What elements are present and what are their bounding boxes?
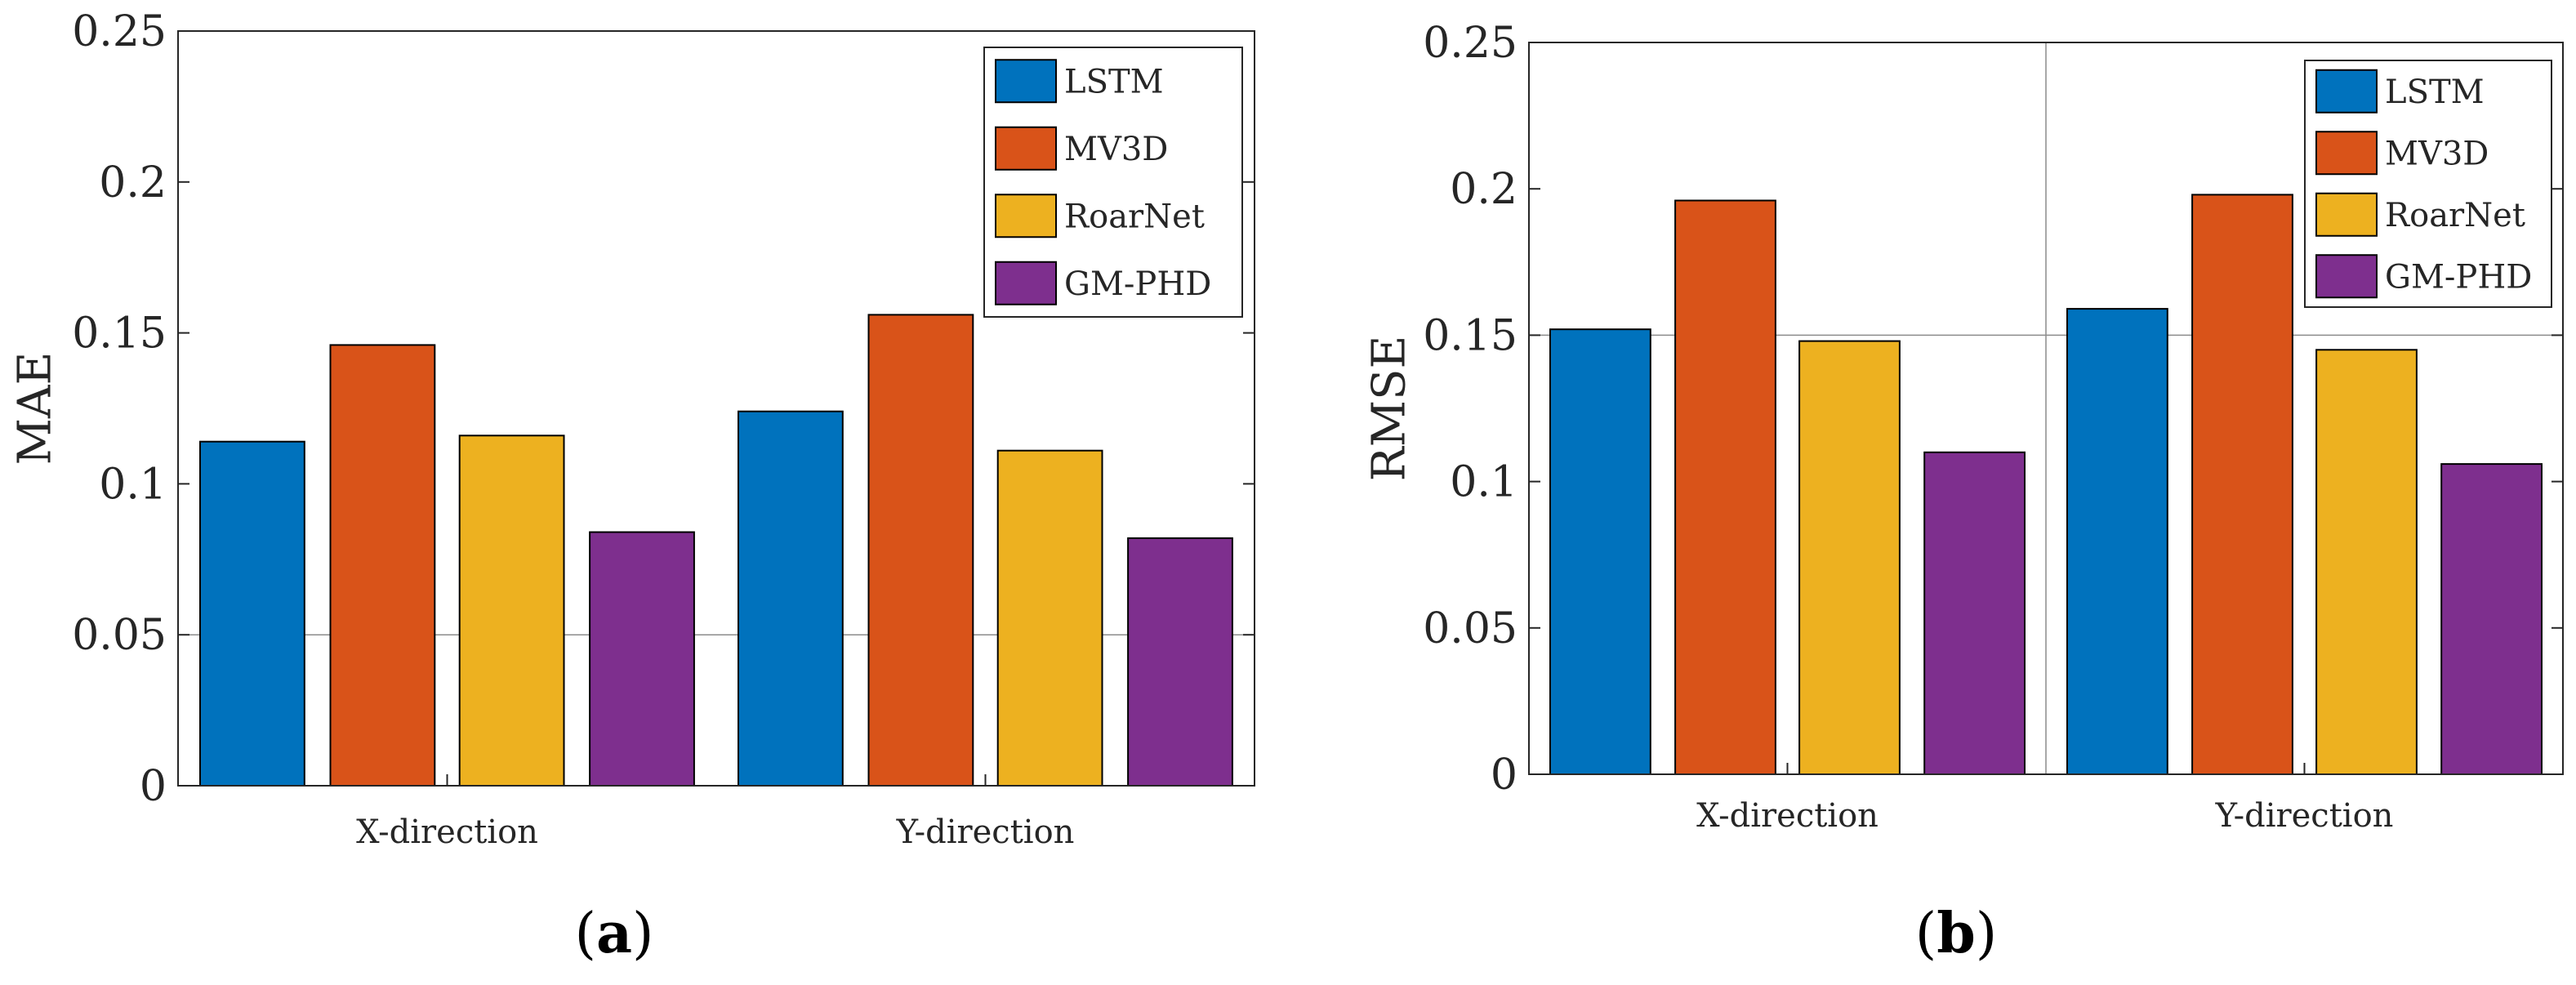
legend-label-lstm: LSTM [1064,63,1164,100]
legend-swatch-mv3d [995,126,1057,171]
legend-label-roarnet: RoarNet [2385,197,2525,234]
bar-lstm-x-direction [1549,328,1651,775]
bar-gm-phd-x-direction [1923,451,2026,775]
panel-paren-close: ) [632,902,654,966]
bar-roarnet-x-direction [458,435,565,787]
legend-label-mv3d: MV3D [1064,131,1168,168]
panel-paren-open: ( [1915,902,1937,966]
x-category-label: X-direction [1696,797,1879,835]
bar-gm-phd-y-direction [2440,463,2543,775]
y-tick-label: 0 [1491,751,1518,800]
legend: LSTM MV3D RoarNet GM-PHD [983,47,1243,318]
chart-a-mae: 0 0.05 0.1 0.15 0.2 0.25 X-direction Y-directio… [9,7,1255,966]
legend-swatch-lstm [2315,69,2378,114]
y-tick-label: 0.25 [72,7,167,56]
panel-label: (b) [1915,901,1998,966]
y-axis-label: MAE [9,352,62,466]
legend-label-roarnet: RoarNet [1064,198,1205,235]
panel-paren-open: ( [574,902,596,966]
y-tick-label: 0.05 [1423,604,1518,653]
legend-swatch-roarnet [2315,192,2378,237]
legend-swatch-lstm [995,59,1057,104]
axes-frame [1528,42,2564,775]
y-tick-label: 0.15 [1423,311,1518,360]
bar-roarnet-y-direction [996,449,1103,787]
panel-letter: b [1936,901,1976,966]
legend-label-gm-phd: GM-PHD [2385,258,2532,296]
y-axis-label: RMSE [1363,336,1416,482]
y-tick-label: 0.1 [1450,458,1518,507]
panel-letter: a [596,901,632,966]
legend-swatch-roarnet [995,194,1057,238]
legend-label-mv3d: MV3D [2385,135,2489,172]
bar-mv3d-y-direction [2191,194,2293,775]
y-tick-label: 0 [140,762,167,811]
y-tick-label: 0.25 [1423,19,1518,68]
bar-lstm-y-direction [738,410,844,787]
bar-lstm-x-direction [199,440,305,787]
legend-swatch-mv3d [2315,131,2378,176]
y-tick-label: 0.2 [1450,165,1518,214]
bar-mv3d-x-direction [329,344,436,787]
x-category-label: Y-direction [2215,797,2394,835]
legend-swatch-gm-phd [2315,254,2378,299]
bar-gm-phd-x-direction [589,531,695,787]
legend-label-gm-phd: GM-PHD [1064,265,1211,303]
bar-gm-phd-y-direction [1127,537,1233,787]
chart-b-rmse: 0 0.05 0.1 0.15 0.2 0.25 X-direction Y-directio… [1363,19,2564,966]
bar-lstm-y-direction [2066,308,2168,776]
panel-label: (a) [574,901,653,966]
x-category-label: X-direction [356,813,538,851]
panel-paren-close: ) [1976,902,1998,966]
bar-roarnet-y-direction [2315,349,2418,775]
axes-frame [177,30,1255,787]
legend: LSTM MV3D RoarNet GM-PHD [2304,60,2552,308]
bar-roarnet-x-direction [1798,340,1901,776]
x-category-label: Y-direction [896,813,1075,851]
y-tick-label: 0.2 [99,158,167,207]
bar-mv3d-y-direction [867,314,974,787]
legend-swatch-gm-phd [995,261,1057,305]
y-tick-label: 0.1 [99,460,167,509]
y-tick-label: 0.15 [72,310,167,359]
y-tick-label: 0.05 [72,611,167,660]
bar-mv3d-x-direction [1674,199,1776,775]
legend-label-lstm: LSTM [2385,74,2485,111]
